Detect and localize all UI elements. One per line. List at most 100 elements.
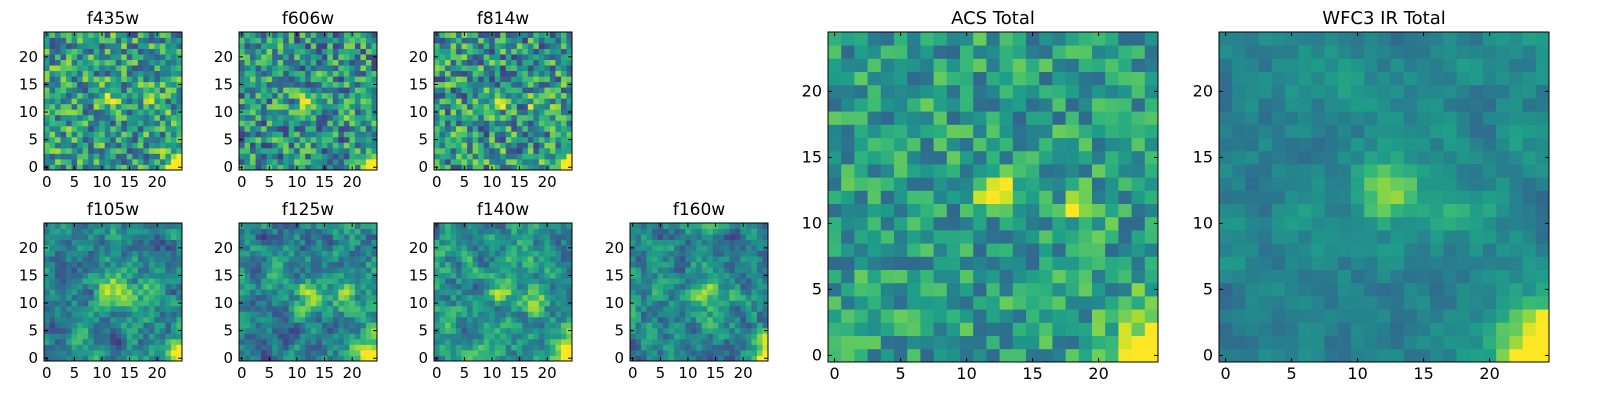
heatmap-cell — [450, 158, 457, 165]
heatmap-cell — [343, 294, 350, 301]
heatmap-cell — [544, 125, 551, 132]
heatmap-cell — [544, 344, 551, 351]
heatmap-cell — [762, 261, 769, 268]
heatmap-cell — [343, 164, 350, 171]
heatmap-cell — [60, 300, 67, 307]
heatmap-cell — [522, 164, 529, 171]
heatmap-cell — [538, 300, 545, 307]
heatmap-cell — [434, 43, 440, 49]
heatmap-cell — [679, 228, 686, 235]
y-tick-label: 15 — [605, 266, 624, 284]
heatmap-cell — [126, 87, 133, 94]
heatmap-cell — [986, 230, 1000, 244]
heatmap-cell — [360, 355, 367, 362]
heatmap-cell — [445, 81, 451, 88]
heatmap-cell — [82, 87, 89, 94]
heatmap-cell — [55, 76, 61, 83]
heatmap-cell — [250, 316, 256, 323]
heatmap-cell — [756, 322, 763, 329]
heatmap-cell — [986, 243, 1000, 257]
heatmap-cell — [445, 245, 451, 251]
heatmap-cell — [445, 327, 451, 334]
heatmap-cell — [137, 120, 144, 127]
heatmap-cell — [489, 136, 496, 143]
heatmap-cell — [305, 223, 312, 229]
heatmap-cell — [338, 32, 345, 38]
heatmap-cell — [255, 245, 262, 251]
heatmap-cell — [527, 37, 534, 44]
heatmap-cell — [828, 269, 842, 284]
heatmap-cell — [505, 32, 512, 38]
heatmap-cell — [310, 76, 317, 83]
heatmap-cell — [516, 267, 523, 274]
heatmap-cell — [560, 37, 567, 44]
heatmap-cell — [522, 103, 529, 110]
heatmap-cell — [467, 267, 474, 274]
heatmap-cell — [343, 272, 350, 279]
heatmap-cell — [751, 300, 758, 307]
heatmap-cell — [170, 153, 177, 160]
heatmap-cell — [126, 59, 133, 66]
heatmap-cell — [707, 300, 714, 307]
heatmap-cell — [544, 158, 551, 165]
heatmap-cell — [104, 109, 111, 116]
heatmap-cell — [946, 282, 961, 297]
heatmap-cell — [332, 142, 339, 149]
heatmap-cell — [560, 338, 567, 345]
heatmap-cell — [338, 37, 345, 44]
heatmap-cell — [478, 228, 485, 235]
heatmap-cell — [566, 338, 573, 345]
heatmap-cell — [701, 250, 708, 257]
heatmap-cell — [66, 333, 72, 340]
heatmap-cell — [354, 43, 361, 49]
heatmap-cell — [566, 333, 573, 340]
heatmap-cell — [461, 305, 468, 312]
heatmap-cell — [894, 216, 908, 231]
heatmap-cell — [115, 333, 122, 340]
heatmap-cell — [55, 327, 61, 334]
heatmap-cell — [321, 81, 328, 88]
heatmap-cell — [115, 37, 122, 44]
heatmap-cell — [555, 327, 562, 334]
heatmap-cell — [316, 283, 323, 290]
heatmap-cell — [445, 278, 451, 285]
heatmap-cell — [641, 234, 647, 240]
heatmap-cell — [472, 228, 479, 235]
heatmap-cell — [527, 98, 534, 105]
heatmap-cell — [71, 344, 78, 351]
heatmap-cell — [99, 338, 106, 345]
heatmap-cell — [170, 120, 177, 127]
heatmap-cell — [261, 158, 267, 165]
heatmap-cell — [511, 267, 518, 274]
heatmap-cell — [635, 338, 642, 345]
heatmap-cell — [854, 177, 868, 191]
heatmap-cell — [505, 109, 512, 116]
heatmap-cell — [170, 65, 177, 72]
heatmap-cell — [522, 37, 529, 44]
heatmap-cell — [327, 164, 334, 171]
heatmap-cell — [729, 272, 736, 279]
heatmap-cell — [1131, 216, 1146, 231]
heatmap-cell — [960, 230, 974, 244]
heatmap-cell — [522, 311, 529, 318]
heatmap-cell — [148, 223, 155, 229]
heatmap-cell — [668, 223, 675, 229]
heatmap-cell — [349, 250, 356, 257]
heatmap-cell — [88, 136, 95, 143]
heatmap-cell — [255, 272, 262, 279]
heatmap-cell — [707, 278, 714, 285]
heatmap-cell — [110, 250, 117, 257]
heatmap-cell — [104, 256, 111, 263]
heatmap-cell — [685, 272, 692, 279]
heatmap-cell — [266, 278, 273, 285]
heatmap-cell — [360, 32, 367, 38]
heatmap-cell — [445, 70, 451, 77]
heatmap-cell — [555, 278, 562, 285]
heatmap-cell — [126, 250, 133, 257]
heatmap-cell — [137, 114, 144, 121]
x-tick-label: 5 — [460, 364, 470, 382]
heatmap-cell — [566, 59, 573, 66]
heatmap-cell — [55, 223, 61, 229]
heatmap-cell — [690, 245, 697, 251]
heatmap-cell — [77, 114, 84, 121]
